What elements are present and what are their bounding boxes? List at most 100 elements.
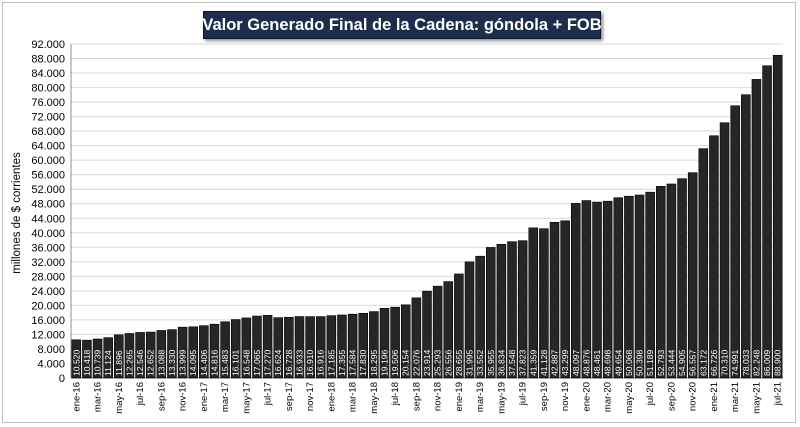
y-tick-label: 84.000	[31, 68, 65, 80]
x-tick-label: mar-21	[730, 382, 741, 412]
y-tick-label: 52.000	[31, 184, 65, 196]
y-tick-label: 20.000	[31, 300, 65, 312]
x-tick-label: sep-19	[539, 382, 550, 411]
x-tick-label: ene-19	[454, 382, 465, 412]
bar-value-label: 53.444	[666, 349, 676, 376]
bar-value-label: 41.128	[539, 349, 549, 376]
bar	[124, 333, 135, 379]
x-tick-label: may-19	[496, 382, 507, 414]
bar	[592, 201, 602, 379]
bar	[177, 326, 188, 379]
x-tick-label: nov-20	[688, 382, 699, 411]
bar	[135, 332, 145, 379]
bar	[199, 325, 209, 379]
bar-value-label: 17.270	[263, 349, 273, 376]
bar-value-label: 18.295	[369, 349, 379, 376]
bar	[358, 312, 369, 379]
bar-value-label: 12.546	[135, 349, 145, 376]
bar	[751, 79, 762, 379]
x-tick-label: sep-17	[284, 382, 295, 411]
x-tick-label: may-20	[624, 382, 635, 414]
x-tick-label: nov-17	[305, 382, 316, 411]
bar	[103, 337, 113, 379]
y-tick-label: 28.000	[31, 271, 65, 283]
x-tick-label: mar-17	[220, 382, 231, 412]
bar	[411, 297, 422, 379]
bar-value-label: 52.793	[656, 349, 666, 376]
bar	[337, 314, 347, 379]
bar-value-label: 74.991	[730, 349, 740, 376]
bar	[485, 247, 496, 379]
bar	[581, 200, 592, 379]
bar-value-label: 16.916	[316, 349, 326, 376]
bar	[273, 317, 283, 379]
x-tick-label: mar-16	[93, 382, 104, 412]
bar	[656, 186, 666, 379]
x-tick-label: may-18	[369, 382, 380, 414]
x-tick-label: mar-19	[475, 382, 486, 412]
x-tick-label: jul-17	[263, 382, 274, 406]
bar-value-label: 10.520	[71, 349, 81, 376]
bar	[230, 319, 241, 379]
bar-value-label: 78.033	[741, 349, 751, 376]
bar-value-label: 19.506	[390, 349, 400, 376]
chart-title: Valor Generado Final de la Cadena: góndo…	[202, 11, 602, 39]
x-tick-label: jul-19	[518, 382, 529, 406]
bar	[432, 285, 443, 379]
bar	[719, 122, 730, 379]
x-tick-label: sep-20	[666, 382, 677, 411]
bar-value-label: 43.299	[560, 349, 570, 376]
bar	[188, 326, 198, 379]
x-tick-label: may-16	[114, 382, 125, 414]
bar	[730, 105, 740, 379]
y-tick-label: 80.000	[31, 83, 65, 95]
bar-value-label: 63.172	[698, 349, 708, 376]
bar	[347, 313, 358, 379]
bar-value-label: 70.310	[720, 349, 730, 376]
bar-value-label: 86.009	[762, 349, 772, 376]
bar	[390, 306, 400, 379]
x-tick-label: sep-16	[156, 382, 167, 411]
bar-value-label: 14.095	[188, 349, 198, 376]
bar	[624, 195, 634, 379]
bar	[528, 227, 539, 379]
y-tick-label: 32.000	[31, 257, 65, 269]
bar-value-label: 48.097	[571, 349, 581, 376]
bar	[666, 183, 677, 379]
bar-value-label: 35.955	[486, 349, 496, 376]
bar	[400, 304, 411, 379]
bar	[687, 172, 698, 379]
y-tick-label: 48.000	[31, 199, 65, 211]
x-tick-label: ene-20	[581, 382, 592, 412]
x-tick-label: jul-20	[645, 382, 656, 406]
bar-value-label: 16.933	[294, 349, 304, 376]
bar-value-label: 22.076	[411, 349, 421, 376]
bar	[645, 191, 655, 379]
x-tick-label: jul-16	[135, 382, 146, 406]
bar	[294, 316, 305, 379]
y-tick-label: 4.000	[37, 358, 65, 370]
bar-value-label: 16.101	[231, 349, 241, 376]
x-tick-label: may-17	[241, 382, 252, 414]
bar-value-label: 48.698	[603, 349, 613, 376]
bar	[772, 54, 783, 379]
bar	[422, 290, 432, 379]
y-tick-label: 88.000	[31, 54, 65, 66]
y-tick-label: 12.000	[31, 329, 65, 341]
bar	[762, 65, 772, 379]
bar	[145, 331, 156, 379]
bar-value-label: 11.124	[103, 350, 113, 376]
bar-value-label: 33.552	[475, 349, 485, 376]
bar-value-label: 16.548	[241, 349, 251, 376]
bar-value-label: 17.584	[348, 349, 358, 376]
y-tick-label: 56.000	[31, 170, 65, 182]
x-tick-label: sep-18	[411, 382, 422, 411]
bar-value-label: 88.900	[773, 349, 783, 376]
bar	[602, 200, 613, 379]
bar	[507, 241, 517, 379]
bar	[262, 315, 273, 379]
bar-value-label: 36.834	[496, 349, 506, 376]
bar-value-label: 16.624	[273, 349, 283, 376]
bar	[560, 220, 570, 379]
bar	[677, 178, 687, 379]
